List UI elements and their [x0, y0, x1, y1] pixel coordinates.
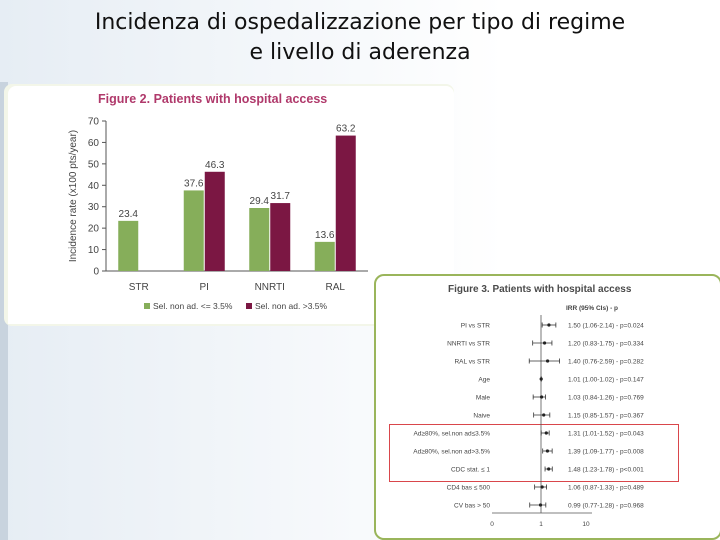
x-tick-label: 10: [582, 521, 590, 528]
data-label: 23.4: [119, 209, 139, 220]
legend-swatch: [246, 303, 252, 309]
irr-point: [538, 503, 543, 507]
y-axis-label: Incidence rate (x100 pts/year): [68, 130, 79, 262]
row-label: Age: [478, 377, 490, 384]
irr-value: 1.40 (0.76-2.59) - p=0.282: [568, 359, 644, 366]
bar: [314, 241, 335, 271]
y-tick-label: 0: [93, 267, 99, 278]
y-tick-label: 70: [88, 117, 100, 128]
figure3-panel: [374, 274, 720, 540]
irr-value: 1.39 (1.09-1.77) - p=0.008: [568, 449, 644, 456]
irr-point: [545, 449, 550, 453]
row-label: Ad≥80%, sel.non ad>3.5%: [413, 449, 490, 456]
irr-point: [547, 467, 551, 471]
data-label: 29.4: [250, 196, 270, 207]
irr-point: [544, 431, 548, 435]
y-tick-label: 20: [88, 224, 100, 235]
irr-value: 1.20 (0.83-1.75) - p=0.334: [568, 341, 644, 348]
y-tick-label: 50: [88, 159, 100, 170]
bar: [270, 203, 291, 271]
irr-value: 1.31 (1.01-1.52) - p=0.043: [568, 431, 644, 438]
irr-value: 1.48 (1.23-1.78) - p<0.001: [568, 467, 644, 474]
y-tick-label: 40: [88, 181, 100, 192]
x-tick-label: PI: [200, 282, 209, 293]
figure3-header: IRR (95% CIs) - p: [566, 305, 619, 312]
slide-title: Incidenza di ospedalizzazione per tipo d…: [0, 8, 720, 68]
x-tick-label: NNRTI: [255, 282, 285, 293]
slide-title-line2: e livello di aderenza: [249, 40, 471, 65]
data-label: 13.6: [315, 230, 335, 241]
irr-point: [539, 377, 543, 381]
slide-title-line1: Incidenza di ospedalizzazione per tipo d…: [94, 10, 626, 35]
irr-value: 1.50 (1.06-2.14) - p=0.024: [568, 323, 644, 330]
figure3-title: Figure 3. Patients with hospital access: [448, 284, 632, 295]
legend-label: Sel. non ad. >3.5%: [255, 301, 328, 311]
bar: [183, 190, 204, 271]
x-tick-label: RAL: [326, 282, 346, 293]
y-tick-label: 60: [88, 138, 100, 149]
bar: [335, 135, 356, 271]
row-label: PI vs STR: [461, 323, 491, 330]
row-label: Ad≥80%, sel.non ad≤3.5%: [413, 431, 490, 438]
legend-label: Sel. non ad. <= 3.5%: [153, 301, 233, 311]
irr-point: [545, 359, 550, 363]
bar: [204, 171, 225, 271]
data-label: 63.2: [336, 124, 356, 135]
data-label: 37.6: [184, 178, 204, 189]
bar: [249, 208, 270, 271]
irr-value: 1.06 (0.87-1.33) - p=0.489: [568, 485, 644, 492]
bar: [118, 220, 139, 271]
irr-value: 1.15 (0.85-1.57) - p=0.367: [568, 413, 644, 420]
x-tick-label: 0: [490, 521, 494, 528]
x-tick-label: 1: [539, 521, 543, 528]
irr-point: [542, 413, 546, 417]
highlight-box: [389, 424, 679, 482]
row-label: RAL vs STR: [454, 359, 490, 366]
irr-point: [547, 323, 551, 327]
data-label: 31.7: [271, 191, 291, 202]
figure2-title: Figure 2. Patients with hospital access: [98, 92, 328, 106]
row-label: CD4 bas ≤ 500: [447, 485, 491, 492]
irr-value: 1.03 (0.84-1.26) - p=0.769: [568, 395, 644, 402]
row-label: NNRTI vs STR: [447, 341, 490, 348]
irr-point: [540, 485, 544, 489]
legend-swatch: [144, 303, 150, 309]
irr-point: [542, 341, 547, 345]
x-tick-label: STR: [129, 282, 149, 293]
irr-point: [539, 395, 544, 399]
irr-value: 0.99 (0.77-1.28) - p=0.968: [568, 503, 644, 510]
y-tick-label: 30: [88, 202, 100, 213]
row-label: Naive: [473, 413, 490, 420]
data-label: 46.3: [205, 160, 225, 171]
row-label: CV bas > 50: [454, 503, 490, 510]
y-tick-label: 10: [88, 245, 100, 256]
irr-value: 1.01 (1.00-1.02) - p=0.147: [568, 377, 644, 384]
row-label: CDC stat. ≤ 1: [451, 467, 490, 474]
row-label: Male: [476, 395, 490, 402]
